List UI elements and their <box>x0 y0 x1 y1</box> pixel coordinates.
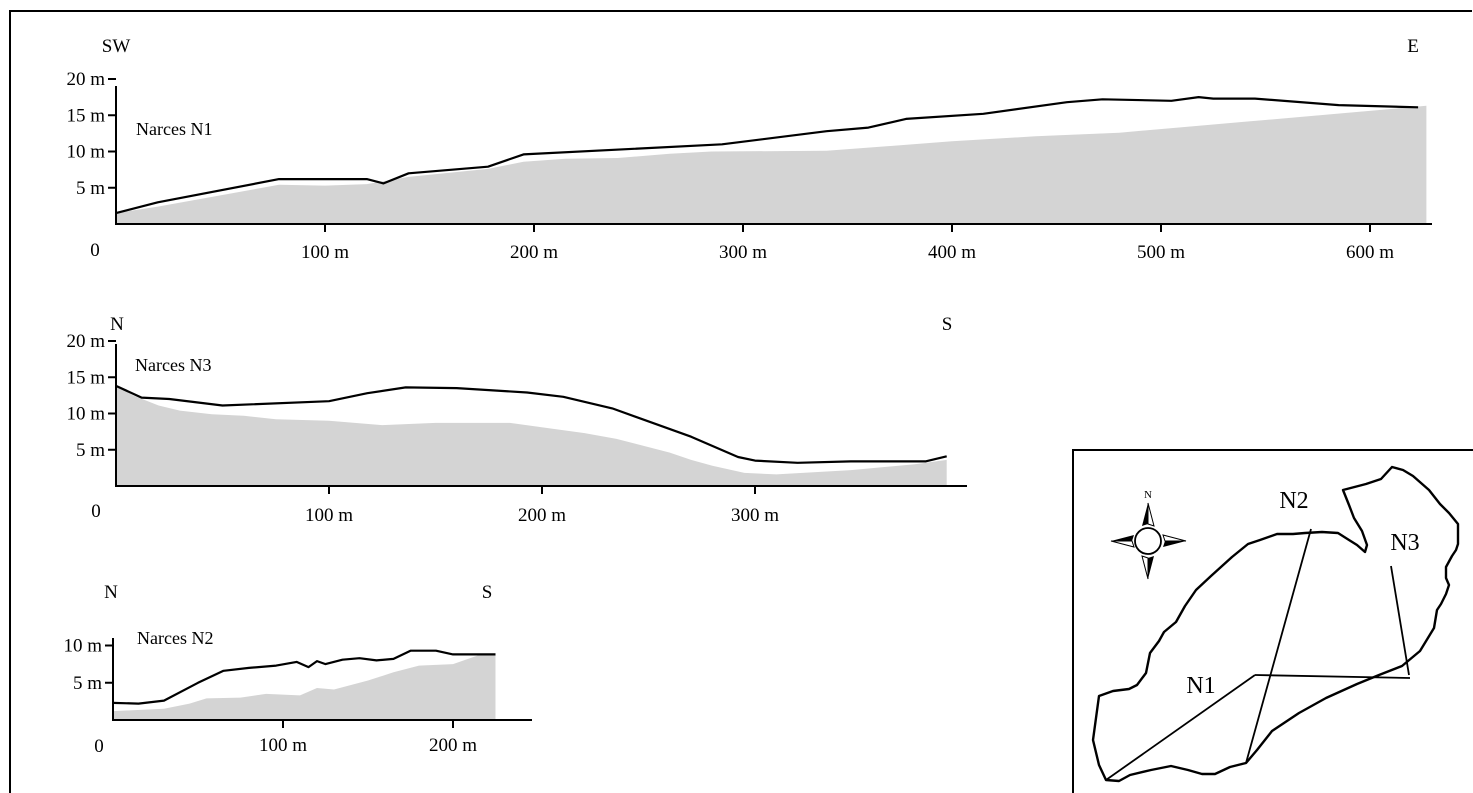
compass-arrow-east-icon <box>1163 541 1186 547</box>
profile-n3: 5 m 10 m 15 m 20 m 100 m 200 m 300 m N S Narce… <box>66 314 967 526</box>
x-tick-label-n1-100: 100 m <box>301 242 349 263</box>
surface-line-n2 <box>112 649 496 705</box>
transect-n1-east <box>1254 674 1411 679</box>
direction-right-n1: E <box>1407 36 1419 57</box>
compass-arrow-east-half-icon <box>1162 534 1187 542</box>
origin-label-n3: 0 <box>91 501 101 522</box>
axes-n2 <box>112 638 532 721</box>
transect-n3 <box>1390 565 1410 676</box>
y-tick-label-n2-5: 5 m <box>73 673 102 694</box>
area-outline <box>1091 465 1460 783</box>
direction-right-n2: S <box>482 582 493 603</box>
compass-arrow-south-icon <box>1148 556 1154 579</box>
x-tick-label-n2-100: 100 m <box>259 735 307 756</box>
ticks-n3: 5 m 10 m 15 m 20 m 100 m 200 m 300 m <box>66 331 779 526</box>
compass-arrow-south-half-icon <box>1141 555 1149 580</box>
x-tick-label-n1-400: 400 m <box>928 242 976 263</box>
direction-right-n3: S <box>942 314 953 335</box>
y-tick-label-n1-5: 5 m <box>76 178 105 199</box>
compass-arrow-north-icon <box>1142 503 1148 526</box>
x-tick-label-n1-600: 600 m <box>1346 242 1394 263</box>
x-tick-label-n1-300: 300 m <box>719 242 767 263</box>
x-tick-label-n3-100: 100 m <box>305 505 353 526</box>
profile-name-n2: Narces N2 <box>137 628 213 648</box>
map-label-n2: N2 <box>1279 488 1308 514</box>
compass-north-label: N <box>1144 489 1152 501</box>
ticks-n1: 5 m 10 m 15 m 20 m 100 m 200 m 300 m 400 m 500 m… <box>66 69 1394 263</box>
y-tick-label-n3-20: 20 m <box>66 331 105 352</box>
compass-arrow-north-half-icon <box>1147 502 1155 527</box>
profile-n2: 5 m 10 m 100 m 200 m N S Narces N2 0 <box>63 582 532 757</box>
direction-left-n2: N <box>104 582 118 603</box>
profile-n1: 5 m 10 m 15 m 20 m 100 m 200 m 300 m 400 m 500 m… <box>66 36 1432 263</box>
x-tick-label-n3-200: 200 m <box>518 505 566 526</box>
y-tick-label-n1-20: 20 m <box>66 69 105 90</box>
y-tick-label-n3-10: 10 m <box>66 404 105 425</box>
x-tick-label-n3-300: 300 m <box>731 505 779 526</box>
map-frame <box>1072 449 1473 793</box>
compass-circle-icon <box>1134 527 1162 555</box>
origin-label-n1: 0 <box>90 240 100 261</box>
y-tick-label-n2-10: 10 m <box>63 636 102 657</box>
axes-n3 <box>115 344 967 487</box>
x-tick-label-n1-500: 500 m <box>1137 242 1185 263</box>
map-label-n3: N3 <box>1390 530 1419 556</box>
location-map: N1 N2 N3 N <box>1072 449 1473 793</box>
ground-area-n2 <box>113 654 496 720</box>
ground-area-n1 <box>116 105 1427 224</box>
map-label-n1: N1 <box>1186 673 1215 699</box>
ground-area-n3 <box>116 385 947 486</box>
ticks-n2: 5 m 10 m 100 m 200 m <box>63 636 477 757</box>
profile-name-n1: Narces N1 <box>136 119 212 139</box>
compass-rose: N <box>1110 489 1187 580</box>
direction-left-n3: N <box>110 314 124 335</box>
x-tick-label-n1-200: 200 m <box>510 242 558 263</box>
profile-name-n3: Narces N3 <box>135 355 211 375</box>
y-tick-label-n1-15: 15 m <box>66 105 105 126</box>
origin-label-n2: 0 <box>94 736 104 757</box>
x-tick-label-n2-200: 200 m <box>429 735 477 756</box>
y-tick-label-n3-15: 15 m <box>66 367 105 388</box>
transect-n1 <box>1105 674 1256 781</box>
surface-line-n3 <box>115 384 947 464</box>
y-tick-label-n3-5: 5 m <box>76 440 105 461</box>
compass-arrow-west-icon <box>1111 535 1134 541</box>
figure-frame <box>9 10 1472 793</box>
direction-left-n1: SW <box>102 36 131 57</box>
compass-arrow-west-half-icon <box>1110 540 1135 548</box>
surface-line-n1 <box>115 95 1419 215</box>
axes-n1 <box>115 86 1432 225</box>
y-tick-label-n1-10: 10 m <box>66 142 105 163</box>
transect-n2 <box>1245 528 1312 764</box>
